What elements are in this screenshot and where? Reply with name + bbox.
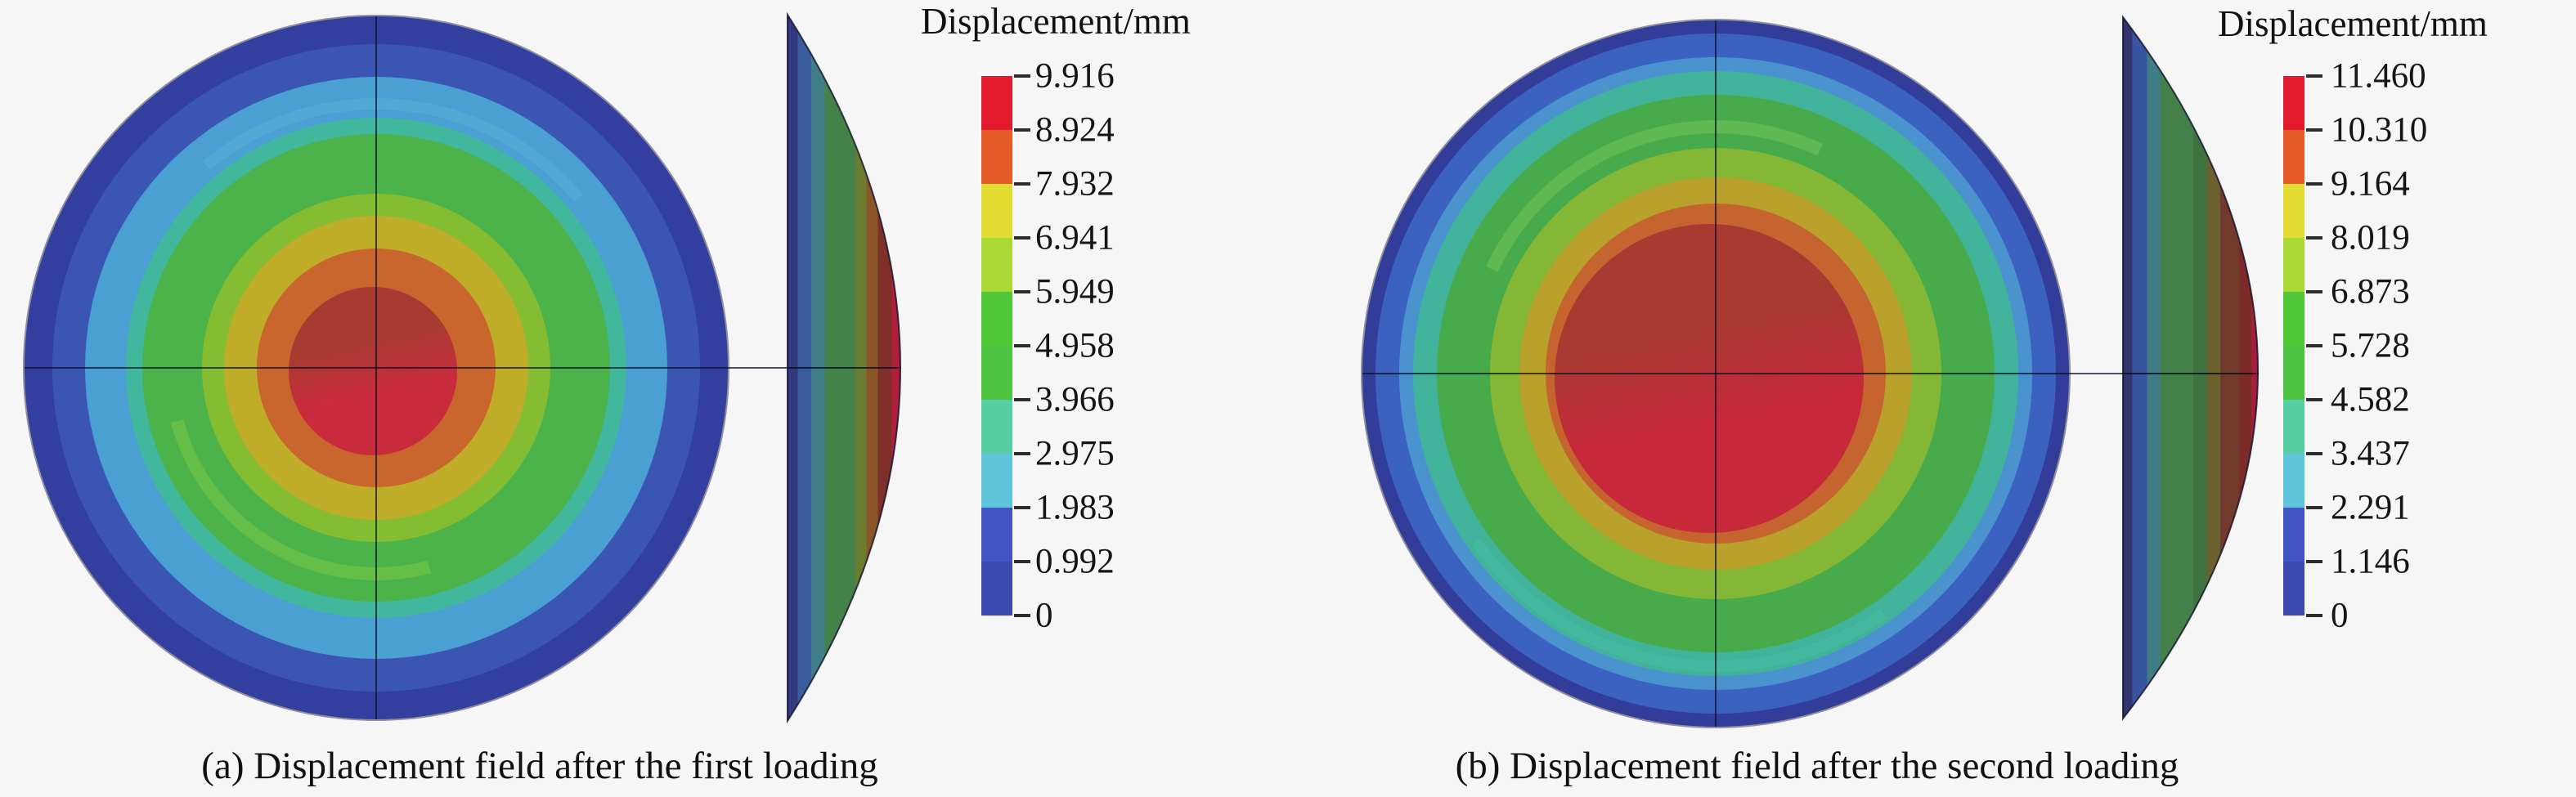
side-profile-view-second-loading: [2122, 15, 2259, 721]
colorbar-segment: [981, 238, 1012, 292]
colorbar-tick-label: 9.916: [1035, 56, 1115, 96]
colorbar-tick: [2306, 398, 2322, 401]
colorbar-tick-label: 0: [2331, 596, 2349, 635]
colorbar-segment: [2283, 238, 2304, 292]
colorbar-tick-label: 5.728: [2331, 326, 2410, 365]
colorbar-tick: [2306, 614, 2322, 617]
colorbar-tick-label: 2.291: [2331, 488, 2410, 527]
colorbar-segment: [981, 400, 1012, 454]
colorbar-tick-label: 7.932: [1035, 164, 1115, 204]
horizontal-crosshair-line-b: [1362, 373, 2259, 374]
colorbar-tick-label: 8.019: [2331, 218, 2410, 257]
colorbar-tick: [1014, 290, 1030, 293]
colorbar-tick: [2306, 452, 2322, 455]
colorbar-tick-label: 0: [1035, 596, 1053, 635]
vertical-crosshair-line-b: [1715, 20, 1717, 727]
colorbar-tick: [2306, 236, 2322, 240]
colorbar-tick-label: 3.437: [2331, 434, 2410, 473]
colorbar-tick: [2306, 74, 2322, 78]
colorbar-segment: [2283, 562, 2304, 616]
colorbar-tick-label: 4.582: [2331, 380, 2410, 419]
colorbar-tick: [1014, 128, 1030, 132]
colorbar-tick-label: 6.941: [1035, 218, 1115, 257]
colorbar-tick-label: 9.164: [2331, 164, 2410, 204]
colorbar-tick-label: 4.958: [1035, 326, 1115, 365]
colorbar-tick: [1014, 74, 1030, 78]
colorbar-title-a: Displacement/mm: [921, 1, 1191, 42]
colorbar-segment: [981, 184, 1012, 238]
colorbar-tick-label: 11.460: [2331, 56, 2426, 96]
colorbar-tick: [2306, 560, 2322, 563]
colorbar-a: [981, 74, 1030, 617]
colorbar-segment: [2283, 292, 2304, 346]
colorbar-tick-label: 1.146: [2331, 542, 2410, 581]
colorbar-tick: [1014, 344, 1030, 347]
colorbar-tick-label: 0.992: [1035, 542, 1115, 581]
colorbar-tick: [1014, 614, 1030, 617]
colorbar-tick: [2306, 182, 2322, 186]
side-profile-shape: [2122, 15, 2259, 721]
colorbar-tick-label: 3.966: [1035, 380, 1115, 419]
colorbar-segment: [981, 130, 1012, 184]
colorbar-segment: [2283, 346, 2304, 400]
colorbar-segment: [2283, 130, 2304, 184]
colorbar-segment: [981, 454, 1012, 508]
colorbar-tick-label: 10.310: [2331, 110, 2428, 150]
colorbar-tick: [1014, 182, 1030, 186]
colorbar-segment: [2283, 76, 2304, 130]
colorbar-tick: [2306, 506, 2322, 509]
colorbar-segment: [2283, 508, 2304, 562]
colorbar-segment: [981, 292, 1012, 346]
caption-b: (b) Displacement field after the second …: [1455, 745, 2179, 787]
colorbar-segment: [2283, 454, 2304, 508]
vertical-crosshair-line-a: [375, 16, 377, 719]
colorbar-tick-label: 6.873: [2331, 272, 2410, 311]
colorbar-b: [2283, 74, 2322, 617]
caption-a: (a) Displacement field after the first l…: [201, 745, 878, 787]
colorbar-title-b: Displacement/mm: [2218, 3, 2488, 44]
colorbar-tick: [1014, 560, 1030, 563]
horizontal-crosshair-line-a: [25, 367, 901, 369]
colorbar-tick: [1014, 236, 1030, 240]
colorbar-tick: [2306, 344, 2322, 347]
colorbar-tick: [1014, 398, 1030, 401]
peak-displacement-disk: [289, 287, 457, 455]
colorbar-segment: [2283, 184, 2304, 238]
colorbar-tick-label: 8.924: [1035, 110, 1115, 150]
colorbar-segment: [981, 562, 1012, 616]
colorbar-tick: [1014, 452, 1030, 455]
colorbar-tick: [1014, 506, 1030, 509]
colorbar-segment: [981, 508, 1012, 562]
colorbar-segment: [2283, 400, 2304, 454]
colorbar-tick-label: 1.983: [1035, 488, 1115, 527]
colorbar-tick: [2306, 128, 2322, 132]
peak-displacement-disk: [1555, 224, 1864, 533]
colorbar-tick: [2306, 290, 2322, 293]
colorbar-segment: [981, 346, 1012, 400]
side-profile-view-first-loading: [787, 11, 901, 724]
colorbar-segment: [981, 76, 1012, 130]
colorbar-tick-label: 2.975: [1035, 434, 1115, 473]
colorbar-tick-label: 5.949: [1035, 272, 1115, 311]
